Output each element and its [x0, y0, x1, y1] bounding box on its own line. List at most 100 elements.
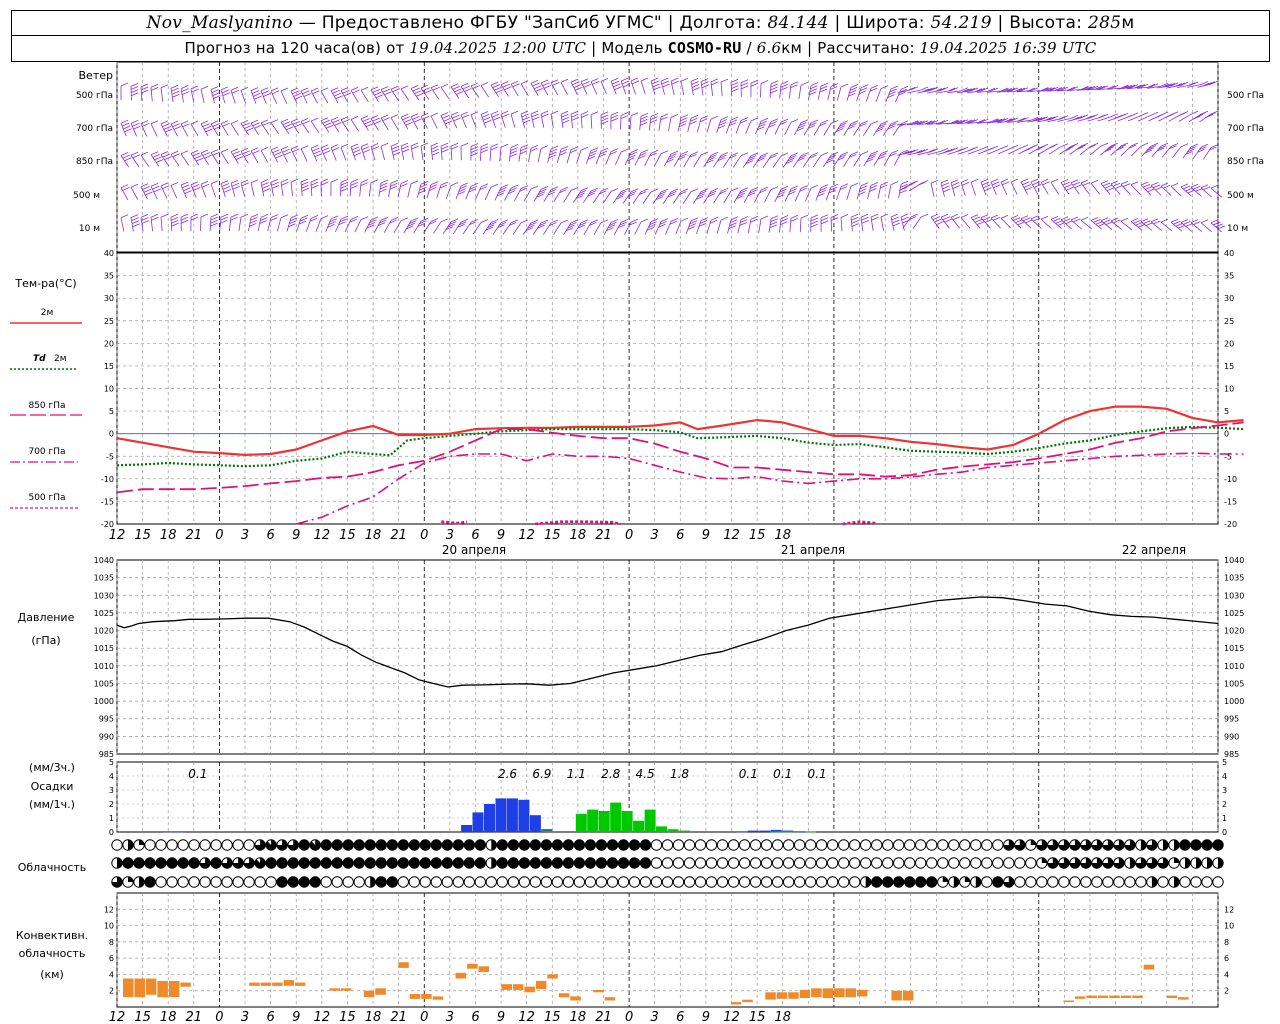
- wind-barb: [713, 152, 729, 168]
- wind-barb: [830, 214, 839, 232]
- t500-line: [535, 520, 621, 526]
- wind-barb: [209, 213, 219, 232]
- conv-cloud-bar: [1109, 995, 1120, 998]
- wind-barb: [1160, 182, 1172, 196]
- temp-tick-label: 40: [104, 249, 114, 258]
- wind-barb: [1076, 85, 1099, 91]
- wind-level-label: 700 гПа: [1227, 124, 1264, 134]
- wind-barb: [455, 182, 469, 200]
- wind-barb: [658, 113, 669, 131]
- conv-cloud-bar: [340, 988, 352, 991]
- wind-barb: [170, 213, 179, 232]
- wind-barb: [550, 79, 560, 96]
- cloud-symbol: [793, 839, 806, 851]
- wind-barb: [494, 184, 509, 201]
- cloud-symbol: [804, 839, 817, 851]
- wind-barb: [354, 216, 369, 233]
- wind-barb: [200, 85, 209, 103]
- wind-barb: [190, 120, 199, 137]
- latitude-label: Широта:: [846, 13, 925, 33]
- wind-level-label: 850 гПа: [76, 157, 113, 167]
- cloud-fill: [321, 839, 332, 851]
- wind-barb: [593, 219, 609, 236]
- wind-barb: [680, 77, 689, 96]
- wind-barb: [794, 119, 809, 136]
- wind-barb: [990, 214, 1001, 229]
- pressure-tick-label: 995: [99, 715, 114, 724]
- wind-barb: [1036, 86, 1059, 92]
- cloud-symbol: [188, 876, 200, 888]
- wind-barb: [753, 186, 769, 203]
- conv-tick-label: 4: [1224, 970, 1229, 979]
- wind-barb: [600, 111, 609, 129]
- temp-time-tick: 18: [365, 528, 382, 543]
- precip-bar-convective: [598, 811, 610, 832]
- conv-tick-label: 6: [1224, 954, 1229, 963]
- conv-cloud-bar: [123, 978, 134, 998]
- cloud-fill: [882, 876, 893, 888]
- conv-cloud-bar: [811, 988, 822, 998]
- wind-barb: [160, 182, 170, 199]
- precip-tick-label: 0: [109, 828, 114, 837]
- cloud-symbol: [804, 857, 817, 869]
- conv-cloud-bar: [421, 994, 432, 999]
- cloud-symbol: [1036, 876, 1048, 888]
- pressure-tick-label: 1015: [1224, 644, 1244, 653]
- wind-barb: [926, 119, 949, 125]
- conv-time-tick: 12: [314, 1010, 331, 1024]
- wind-barb: [400, 85, 410, 101]
- conv-time-tick: 21: [390, 1010, 407, 1024]
- temp-time-tick: 21: [390, 528, 407, 543]
- cloud-fill: [139, 876, 145, 888]
- wind-barb: [703, 188, 719, 204]
- wind-barb: [629, 112, 639, 130]
- wind-barb: [1120, 217, 1133, 231]
- wind-barb: [514, 185, 529, 202]
- wind-barb: [170, 120, 182, 137]
- wind-barb: [543, 186, 559, 203]
- wind-barb: [583, 219, 599, 236]
- conv-cloud-bar: [765, 992, 776, 1000]
- wind-barb: [400, 142, 410, 160]
- wind-barb: [808, 82, 819, 100]
- conv-cloud-bar: [1132, 995, 1143, 998]
- wind-barb: [803, 119, 819, 136]
- wind-barb: [720, 78, 729, 97]
- cloud-fill: [1146, 839, 1158, 851]
- wind-barb: [563, 219, 579, 236]
- wind-barb: [747, 215, 759, 234]
- wind-barb: [917, 148, 939, 156]
- wind-barb: [170, 150, 180, 167]
- wind-barb: [120, 184, 130, 201]
- wind-barb: [663, 150, 679, 167]
- conv-cloud-bar: [834, 988, 845, 998]
- wind-barb: [520, 110, 531, 128]
- cloud-symbol: [1069, 876, 1081, 888]
- cloud-fill: [398, 839, 409, 851]
- wind-barb: [403, 217, 419, 234]
- wind-barb: [624, 149, 639, 166]
- wind-barb: [570, 78, 583, 95]
- cloud-symbol: [661, 876, 674, 888]
- precip-unit-3h: (мм/3ч.): [29, 761, 75, 774]
- cloud-symbol: [727, 876, 740, 888]
- wind-barb: [836, 83, 849, 101]
- precip-total-label: 1.8: [670, 767, 689, 781]
- cloud-fill: [332, 839, 343, 851]
- wind-barb: [563, 187, 579, 203]
- wind-barb: [340, 178, 349, 197]
- cloud-symbol: [331, 876, 343, 888]
- wind-barb: [445, 182, 459, 199]
- cloud-fill: [1206, 857, 1213, 869]
- cloud-fill: [1190, 839, 1202, 851]
- cloud-symbol: [871, 857, 883, 869]
- wind-barb: [360, 115, 374, 131]
- precip-bar-convective: [656, 826, 667, 832]
- conv-cloud-bar: [363, 990, 375, 998]
- wind-barb: [967, 146, 989, 155]
- wind-barb: [130, 183, 139, 200]
- wind-barb: [693, 151, 709, 168]
- cloud-fill: [865, 876, 871, 888]
- conv-time-tick: 3: [446, 1010, 454, 1024]
